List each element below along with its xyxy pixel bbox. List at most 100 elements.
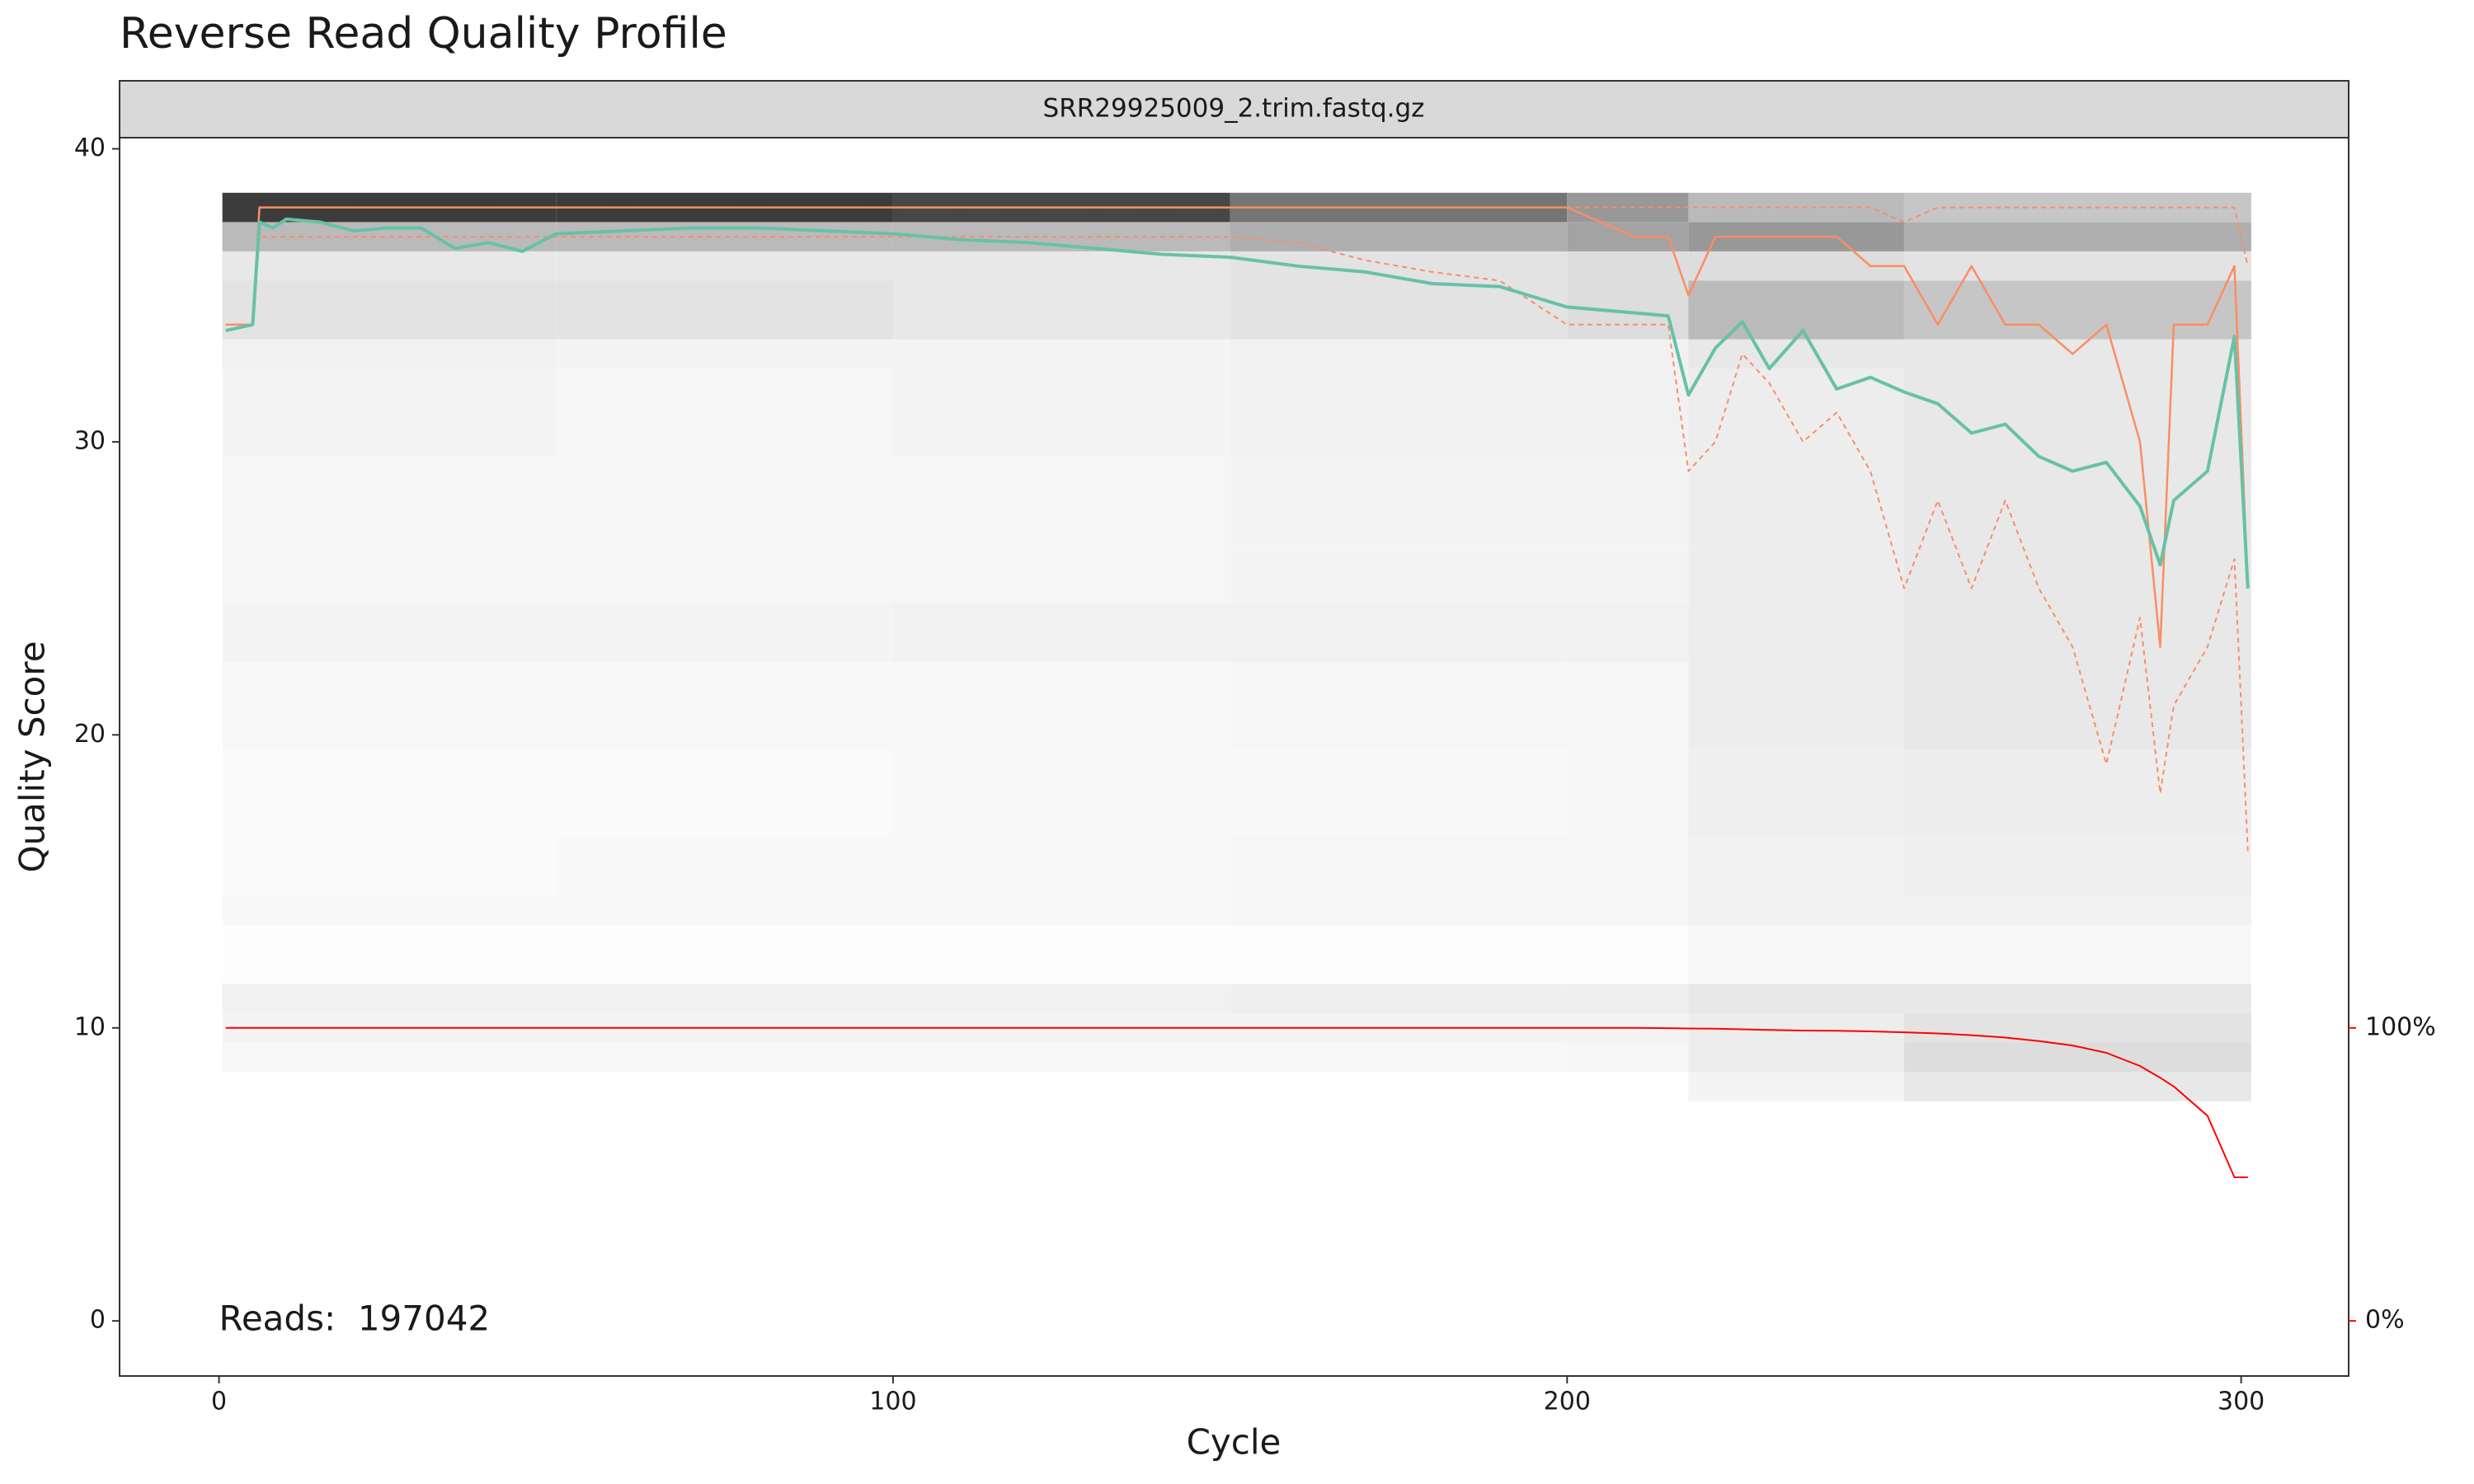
heatmap-cell <box>1688 603 1904 662</box>
heatmap-cell <box>1903 1072 2251 1101</box>
heatmap-cell <box>892 749 1230 838</box>
heatmap-cell <box>556 251 893 281</box>
heatmap-cell <box>556 1072 893 1101</box>
heatmap-cell <box>222 251 557 281</box>
heatmap-cell <box>556 603 893 662</box>
heatmap-cell <box>556 749 893 838</box>
series-line <box>225 1026 2248 1178</box>
heatmap-cell <box>1688 749 1904 838</box>
heatmap-cell <box>222 544 557 603</box>
heatmap-cell <box>1567 895 1689 926</box>
y2-tick-label: 0% <box>2365 1306 2405 1335</box>
facet-strip <box>119 80 2349 139</box>
heatmap-cell <box>1688 1012 1904 1043</box>
heatmap-cell <box>892 280 1230 340</box>
heatmap-cell <box>556 456 893 545</box>
x-tick-label: 0 <box>211 1388 227 1416</box>
heatmap-cell <box>1230 895 1568 926</box>
heatmap-cell <box>1567 369 1689 457</box>
heatmap-cell <box>1688 251 1904 281</box>
heatmap-cell <box>1688 1042 1904 1073</box>
heatmap-cell <box>1903 1012 2251 1043</box>
heatmap-cell <box>1688 280 1904 340</box>
y-tick-label: 10 <box>74 1012 106 1041</box>
heatmap-cell <box>1230 456 1568 545</box>
heatmap-cell <box>556 837 893 896</box>
heatmap-cell <box>1230 837 1568 896</box>
heatmap-cell <box>1688 369 1904 457</box>
x-axis-label: Cycle <box>1187 1422 1282 1463</box>
heatmap-cell <box>1903 544 2251 603</box>
heatmap-cell <box>1567 339 1689 369</box>
heatmap-cell <box>1230 1072 1568 1101</box>
heatmap-cell <box>1903 369 2251 457</box>
heatmap-cell <box>222 456 557 545</box>
heatmap-cell <box>556 544 893 603</box>
heatmap-cell <box>1567 251 1689 281</box>
heatmap-cell <box>1688 661 1904 750</box>
heatmap-cell <box>1688 339 1904 369</box>
heatmap-cell <box>1688 456 1904 545</box>
heatmap-cell <box>1688 1072 1904 1101</box>
heatmap-cell <box>1688 984 1904 1013</box>
chart-title: Reverse Read Quality Profile <box>120 9 727 59</box>
heatmap-cell <box>1230 222 1568 251</box>
facet-label: SRR29925009_2.trim.fastq.gz <box>1043 94 1425 124</box>
y-axis-label: Quality Score <box>12 641 53 872</box>
heatmap-cell <box>1230 1042 1568 1073</box>
heatmap-cell <box>1567 544 1689 603</box>
heatmap-cell <box>556 984 893 1013</box>
heatmap-cell <box>1903 280 2251 340</box>
heatmap-cell <box>1688 837 1904 896</box>
heatmap-cell <box>1903 339 2251 369</box>
heatmap-cell <box>222 661 557 750</box>
heatmap-cell <box>556 339 893 369</box>
x-tick-label: 100 <box>869 1388 916 1416</box>
y2-tick-label: 100% <box>2365 1012 2436 1041</box>
heatmap-cell <box>1567 456 1689 545</box>
heatmap-cell <box>222 369 557 457</box>
heatmap-cell <box>1230 280 1568 340</box>
heatmap-cell <box>892 895 1230 926</box>
reads-annotation: Reads: 197042 <box>219 1298 491 1339</box>
heatmap-cell <box>1903 895 2251 926</box>
heatmap-cell <box>892 1072 1230 1101</box>
heatmap-cell <box>1688 925 1904 984</box>
heatmap-cell <box>1567 925 1689 984</box>
heatmap-cell <box>556 1042 893 1073</box>
heatmap-cell <box>892 456 1230 545</box>
heatmap-cell <box>1567 661 1689 750</box>
heatmap-cell <box>222 1072 557 1101</box>
heatmap-cell <box>222 339 557 369</box>
heatmap-cell <box>1903 222 2251 251</box>
heatmap-cell <box>1567 1072 1689 1101</box>
heatmap-cell <box>222 925 557 984</box>
heatmap-cell <box>1903 603 2251 662</box>
heatmap-cell <box>892 925 1230 984</box>
heatmap-cell <box>1903 749 2251 838</box>
heatmap-cell <box>1230 603 1568 662</box>
heatmap-cell <box>222 280 557 340</box>
x-tick-label: 300 <box>2218 1388 2265 1416</box>
heatmap-cell <box>556 661 893 750</box>
heatmap-cell <box>222 603 557 662</box>
panel-border <box>119 137 2349 1377</box>
heatmap-cell <box>892 603 1230 662</box>
heatmap-cell <box>1688 895 1904 926</box>
heatmap-cell <box>1688 544 1904 603</box>
heatmap-cell <box>222 1042 557 1073</box>
heatmap-cell <box>222 895 557 926</box>
heatmap-cell <box>1567 603 1689 662</box>
heatmap-cell <box>892 369 1230 457</box>
y-tick-label: 20 <box>74 720 106 749</box>
heatmap-cell <box>556 280 893 340</box>
heatmap-cell <box>1903 984 2251 1013</box>
heatmap-cell <box>1567 1042 1689 1073</box>
heatmap-cell <box>222 837 557 896</box>
heatmap-cell <box>1230 661 1568 750</box>
heatmap-cell <box>556 925 893 984</box>
heatmap-cell <box>556 369 893 457</box>
heatmap-cell <box>1230 925 1568 984</box>
